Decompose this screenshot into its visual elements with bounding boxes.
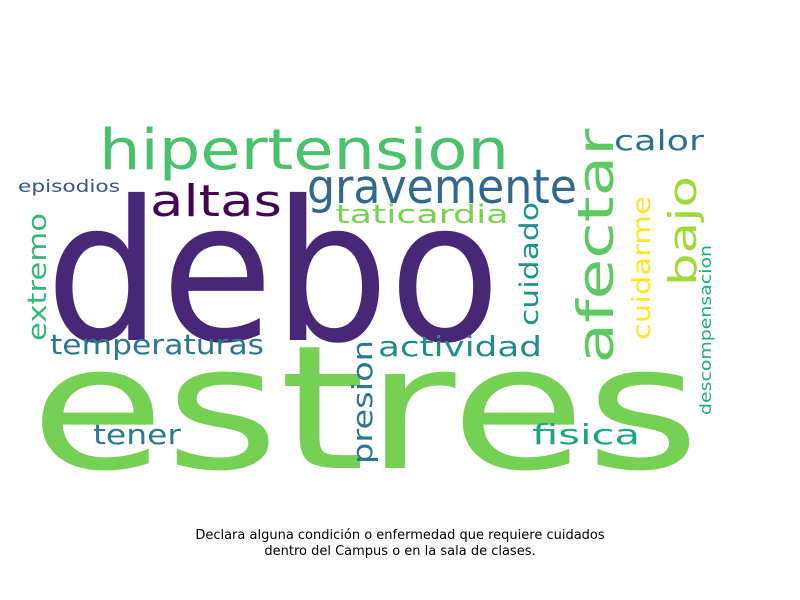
word-presion: presion (346, 340, 379, 464)
word-cuidarme: cuidarme (627, 196, 656, 340)
word-cuidado: cuidado (515, 202, 545, 326)
word-actividad: actividad (378, 330, 542, 363)
word-debo: debo (46, 159, 501, 386)
word-extremo: extremo (23, 213, 53, 341)
word-bajo: bajo (661, 176, 705, 286)
word-estres: estres (30, 308, 700, 509)
word-fisica: fisica (532, 418, 640, 451)
caption-line-2: dentro del Campus o en la sala de clases… (264, 544, 536, 559)
word-hipertension: hipertension (99, 118, 509, 183)
word-altas: altas (150, 176, 282, 227)
word-episodios: episodios (18, 177, 120, 197)
word-temperaturas: temperaturas (50, 328, 264, 361)
word-calor: calor (614, 124, 705, 157)
caption-line-1: Declara alguna condición o enfermedad qu… (195, 528, 605, 543)
word-gravemente: gravemente (307, 160, 577, 215)
word-taticardia: taticardia (336, 200, 509, 230)
word-afectar: afectar (567, 128, 625, 364)
word-tener: tener (93, 418, 182, 451)
word-descompensacion: descompensacion (696, 245, 715, 415)
caption: Declara alguna condición o enfermedad qu… (0, 528, 800, 560)
